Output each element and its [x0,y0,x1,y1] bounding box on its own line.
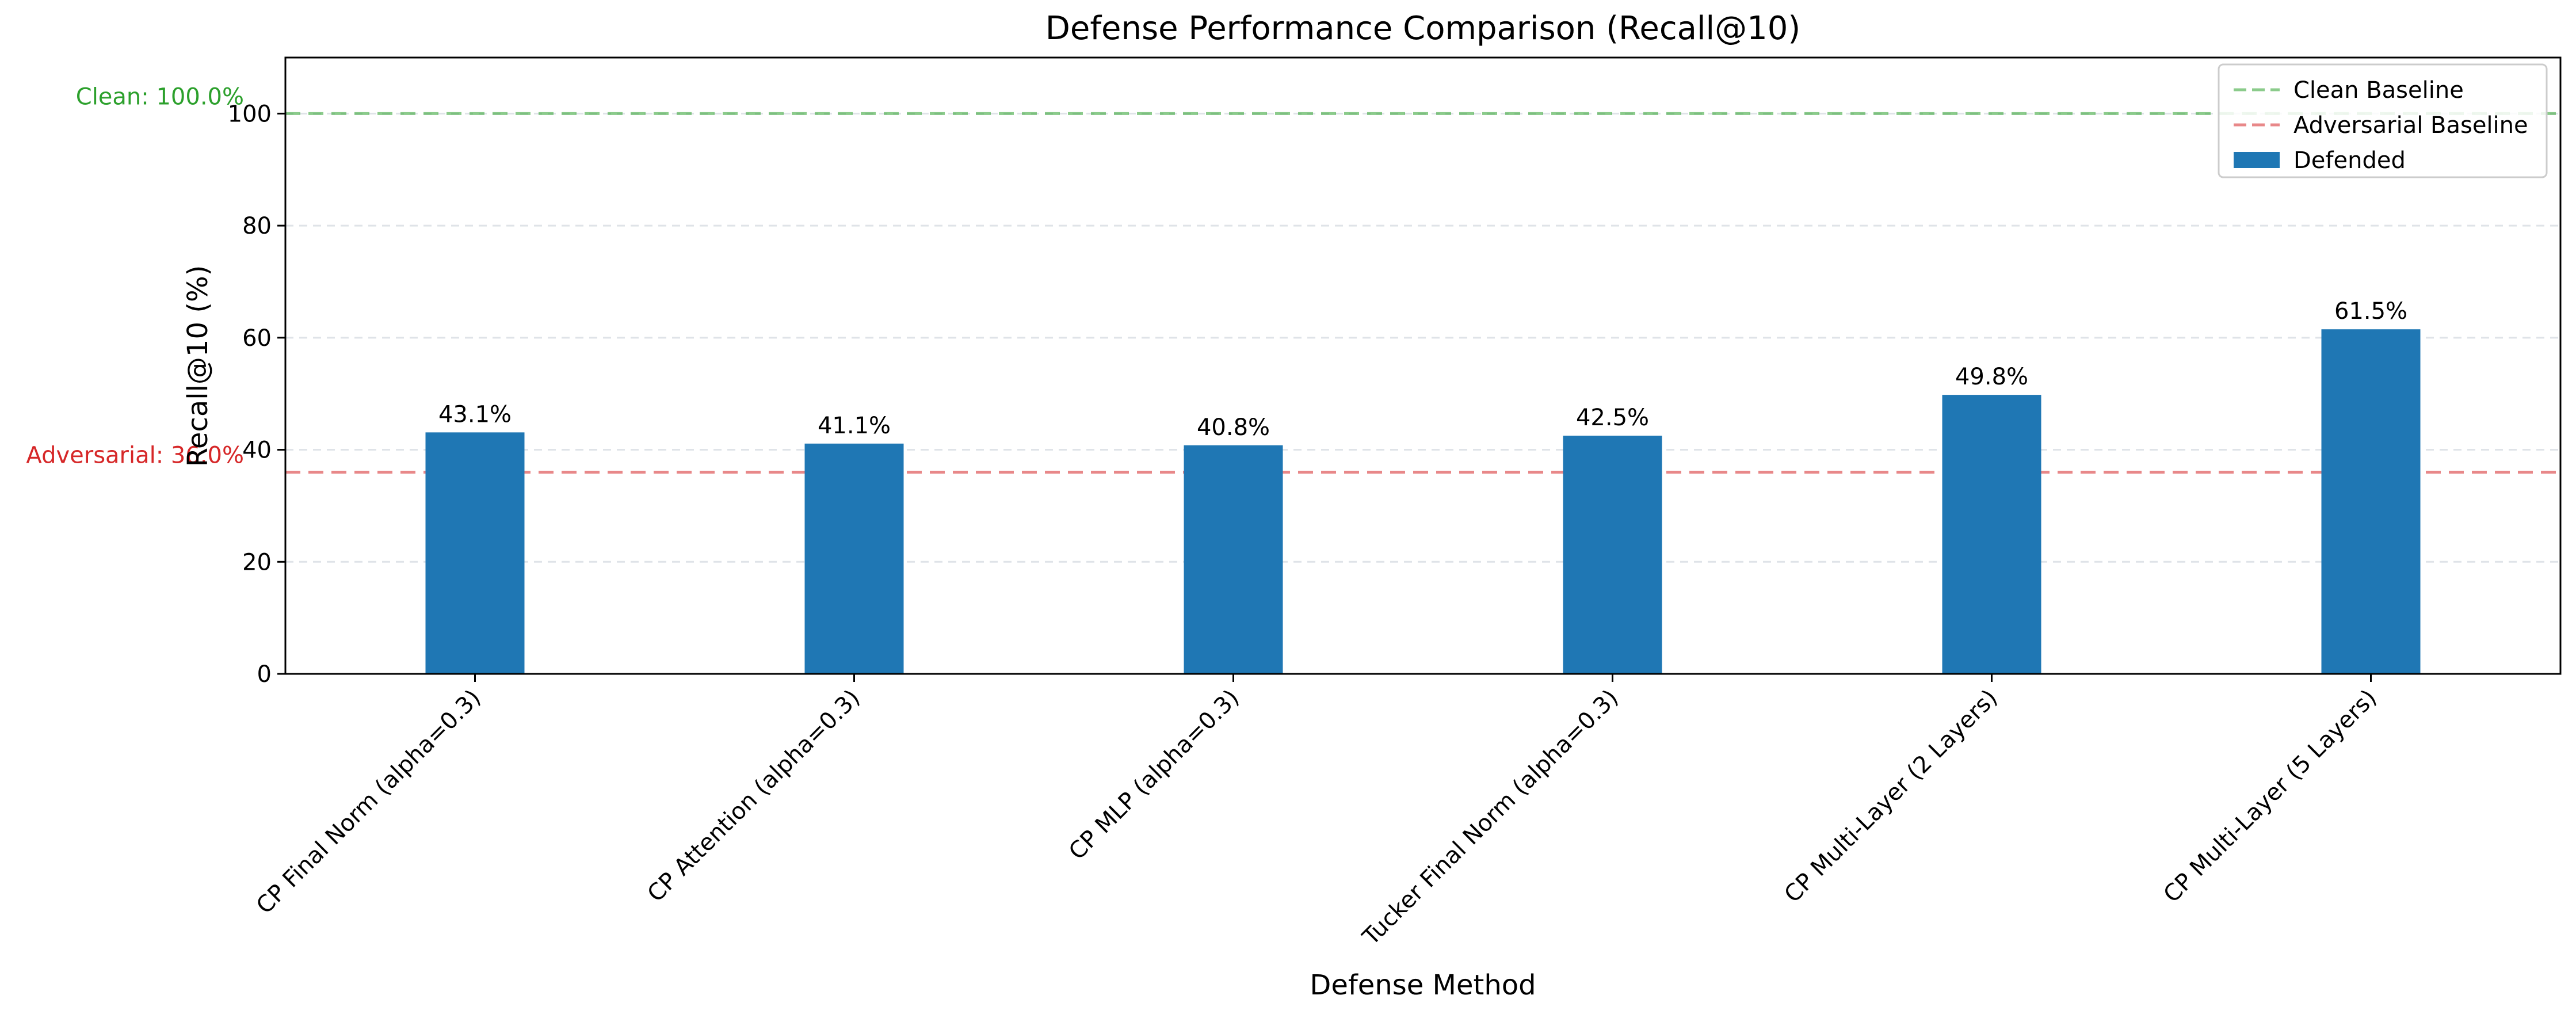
bar-value-label: 41.1% [818,413,891,439]
reference-line-label: Clean: 100.0% [76,83,244,110]
legend-patch-swatch [2234,152,2280,168]
bar-value-label: 61.5% [2334,298,2407,325]
bar [1942,395,2041,674]
plot-frame [284,56,2562,675]
y-tick-label: 0 [257,661,272,688]
bar [2321,329,2421,674]
bar [804,443,904,674]
bar [1184,445,1283,674]
legend-entry-label: Clean Baseline [2293,77,2464,104]
y-tick-label: 40 [242,437,272,464]
bar [1563,436,1662,674]
y-tick-label: 20 [242,549,272,575]
y-axis-label: Recall@10 (%) [182,265,214,467]
chart-title: Defense Performance Comparison (Recall@1… [1045,10,1800,47]
legend-box [2218,63,2548,178]
bar-value-label: 40.8% [1197,414,1270,441]
bar-value-label: 49.8% [1955,364,2028,390]
reference-lines: Clean: 100.0% Adversarial: 36.0% [26,83,2560,474]
bar-value-label: 43.1% [438,401,512,428]
y-tick-label: 60 [242,325,272,352]
reference-line-label: Adversarial: 36.0% [26,442,244,468]
y-tick-label: 100 [228,101,272,127]
bar-value-label: 42.5% [1576,405,1649,431]
x-axis-label: Defense Method [1310,969,1536,1001]
bar-layer: 43.1% 41.1% 40.8% 42.5% 49.8% 61.5% [425,298,2421,674]
bar [425,432,525,674]
legend-entry-label: Defended [2293,147,2406,174]
legend-entry-label: Adversarial Baseline [2293,112,2528,139]
y-tick-label: 80 [242,213,272,239]
legend: Clean Baseline Adversarial Baseline Defend… [2218,63,2548,178]
